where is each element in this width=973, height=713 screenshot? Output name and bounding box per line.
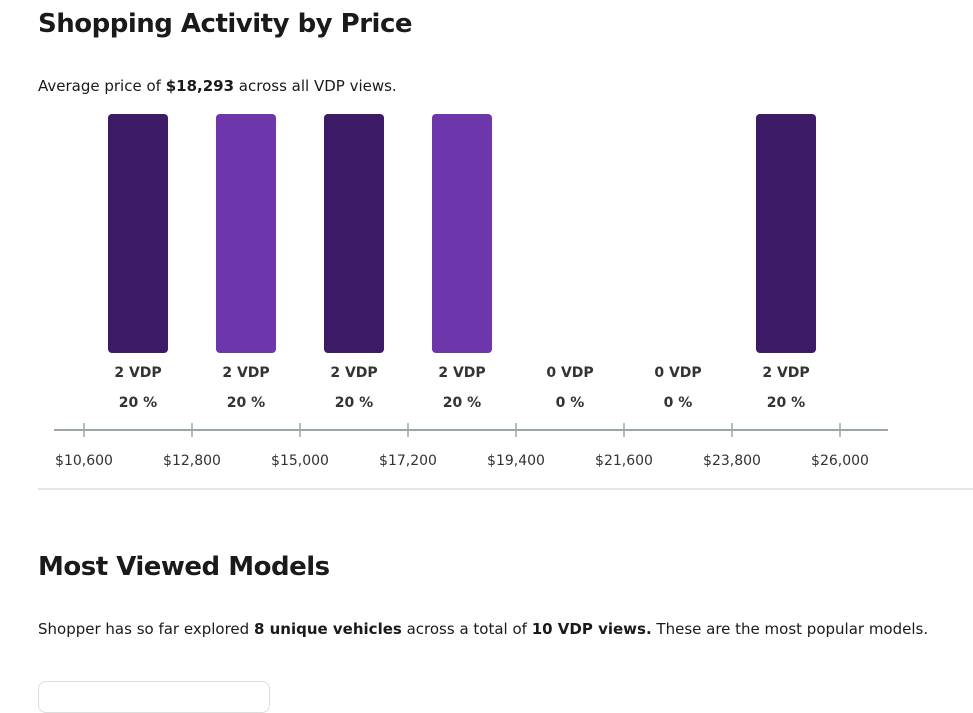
x-tick-label: $23,800 — [703, 453, 761, 469]
value-label: 2 VDP — [330, 365, 377, 381]
text: across a total of — [401, 620, 532, 638]
x-tick-label: $26,000 — [811, 453, 869, 469]
value-label: 2 VDP — [438, 365, 485, 381]
bar — [215, 114, 277, 353]
summary: Average price of $18,293 across all VDP … — [38, 77, 397, 95]
percent-label: 20 % — [335, 395, 373, 411]
summary: Shopper has so far explored 8 unique veh… — [38, 620, 928, 638]
text: Average price of — [38, 77, 166, 95]
bar — [107, 114, 169, 353]
x-tick-label: $15,000 — [271, 453, 329, 469]
text: These are the most popular models. — [651, 620, 929, 638]
value-label: 0 VDP — [654, 365, 701, 381]
x-tick-label: $10,600 — [55, 453, 113, 469]
bar — [431, 114, 493, 353]
chart: $10,600 $12,800 $15,000 $17,200 $19,400 $21,6… — [38, 114, 973, 490]
page: Shopping Activity by Price Average price… — [38, 9, 973, 713]
bar — [323, 114, 385, 353]
text: 8 unique vehicles — [253, 620, 402, 638]
model-card[interactable] — [38, 681, 270, 713]
percent-label: 0 % — [664, 395, 693, 411]
percent-label: 20 % — [119, 395, 157, 411]
x-tick-label: $17,200 — [379, 453, 437, 469]
x-tick-label: $19,400 — [487, 453, 545, 469]
x-tick-label: $12,800 — [163, 453, 221, 469]
percent-label: 20 % — [227, 395, 265, 411]
percent-label: 20 % — [767, 395, 805, 411]
text: 10 VDP views. — [531, 620, 652, 638]
section-title: Shopping Activity by Price — [38, 9, 413, 39]
percent-label: 0 % — [556, 395, 585, 411]
x-tick-label: $21,600 — [595, 453, 653, 469]
text: across all VDP views. — [234, 77, 397, 95]
value-label: 2 VDP — [114, 365, 161, 381]
bar — [755, 114, 817, 353]
text: Shopper has so far explored — [38, 620, 254, 638]
value-label: 2 VDP — [222, 365, 269, 381]
value-label: 2 VDP — [762, 365, 809, 381]
section-title: Most Viewed Models — [38, 552, 330, 582]
percent-label: 20 % — [443, 395, 481, 411]
value-label: 0 VDP — [546, 365, 593, 381]
text: $18,293 — [165, 77, 235, 95]
